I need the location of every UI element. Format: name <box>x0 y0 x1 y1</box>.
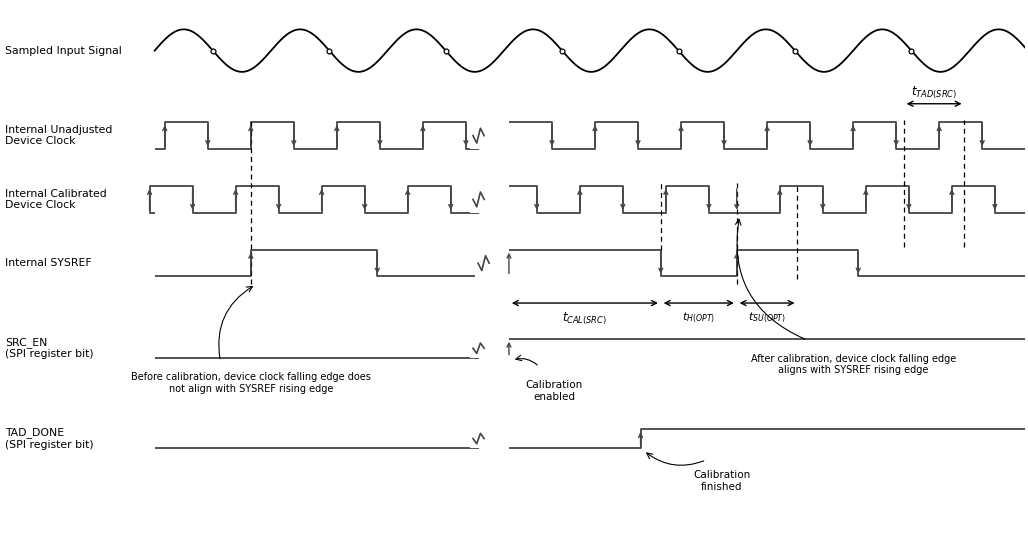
Text: $t_{SU(OPT)}$: $t_{SU(OPT)}$ <box>748 311 786 325</box>
Text: TAD_DONE
(SPI register bit): TAD_DONE (SPI register bit) <box>5 427 94 450</box>
Text: After calibration, device clock falling edge
aligns with SYSREF rising edge: After calibration, device clock falling … <box>750 353 956 375</box>
Text: Calibration
enabled: Calibration enabled <box>526 380 583 402</box>
Text: $t_{H(OPT)}$: $t_{H(OPT)}$ <box>683 311 715 325</box>
Bar <box>475 249 492 277</box>
Bar <box>470 429 487 448</box>
Text: Internal SYSREF: Internal SYSREF <box>5 258 91 268</box>
Bar <box>470 186 487 213</box>
Text: Sampled Input Signal: Sampled Input Signal <box>5 46 121 56</box>
Text: $t_{CAL(SRC)}$: $t_{CAL(SRC)}$ <box>562 311 608 328</box>
Text: SRC_EN
(SPI register bit): SRC_EN (SPI register bit) <box>5 337 94 359</box>
Text: Calibration
finished: Calibration finished <box>693 470 750 492</box>
Bar <box>470 122 487 149</box>
Bar <box>470 338 487 358</box>
Text: Internal Unadjusted
Device Clock: Internal Unadjusted Device Clock <box>5 125 112 147</box>
Text: Internal Calibrated
Device Clock: Internal Calibrated Device Clock <box>5 188 107 210</box>
Text: Before calibration, device clock falling edge does
not align with SYSREF rising : Before calibration, device clock falling… <box>131 372 371 394</box>
Text: $t_{TAD(SRC)}$: $t_{TAD(SRC)}$ <box>911 85 957 101</box>
